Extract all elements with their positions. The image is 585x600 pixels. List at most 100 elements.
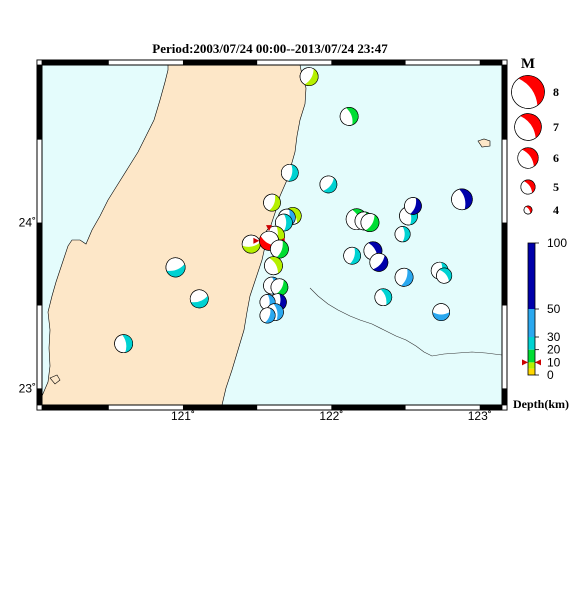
focal-mechanism — [275, 213, 293, 232]
map-panel — [42, 65, 502, 405]
beachball-compression — [525, 205, 533, 214]
frame-segment — [182, 405, 258, 410]
highlight-marker — [253, 237, 260, 244]
colorbar-tick-label: 50 — [547, 302, 561, 316]
x-tick-label: 121˚ — [171, 409, 195, 423]
beachball-rim — [514, 113, 542, 141]
magnitude-legend-label: 8 — [553, 85, 559, 99]
beachball-compression — [122, 334, 133, 353]
y-tick-label: 23˚ — [19, 381, 36, 395]
frame-segment — [42, 60, 109, 65]
beachball-compression — [273, 303, 284, 321]
focal-mechanism — [319, 175, 338, 194]
beachball-rim — [374, 288, 393, 307]
beachball-rim — [165, 257, 186, 278]
beachball-compression — [283, 214, 293, 232]
beachball-rim — [432, 303, 450, 321]
islet-west — [49, 374, 61, 385]
focal-mechanism — [263, 193, 281, 212]
beachball-rim — [339, 107, 359, 126]
focal-mechanism — [270, 278, 289, 297]
colorbar-segment — [528, 309, 535, 337]
x-tick-label: 122˚ — [319, 409, 343, 423]
beachball-rim — [259, 307, 276, 324]
frame-segment — [331, 405, 406, 410]
colorbar-tick-label: 30 — [547, 330, 561, 344]
beachball-compression — [275, 279, 288, 296]
x-tick-label: 123˚ — [468, 409, 492, 423]
beachball-rim — [319, 175, 338, 194]
beachball-compression — [242, 242, 261, 254]
beachball-compression — [268, 256, 283, 274]
beachball-compression — [522, 147, 539, 167]
frame-segment — [37, 222, 42, 306]
magnitude-legend-symbol — [520, 179, 536, 195]
beachball-rim — [523, 205, 533, 215]
beachball-compression — [166, 264, 186, 277]
beachball-compression — [402, 226, 411, 242]
islet-east — [477, 138, 491, 148]
beachball-compression — [365, 214, 380, 232]
colorbar-segment — [528, 337, 535, 350]
magnitude-legend-label: 5 — [553, 180, 559, 194]
focal-mechanism — [394, 226, 411, 243]
beachball-compression — [432, 312, 450, 321]
beachball-compression — [380, 288, 392, 306]
map-title: Period:2003/07/24 00:00--2013/07/24 23:4… — [152, 41, 388, 56]
highlight-marker — [266, 225, 273, 232]
beachball-compression — [276, 240, 289, 259]
focal-mechanism — [343, 246, 361, 265]
beachball-compression — [520, 113, 542, 138]
focal-mechanism — [404, 197, 422, 215]
colorbar-segment — [528, 362, 535, 369]
frame-segment — [37, 388, 42, 405]
beachball-rim — [511, 75, 545, 109]
colorbar-tick-label: 10 — [547, 355, 561, 369]
beachball-rim — [360, 213, 380, 232]
focal-mechanism — [114, 334, 134, 354]
frame-corner — [501, 404, 508, 411]
y-tick-label: 24˚ — [19, 216, 36, 230]
beachball-compression — [523, 179, 536, 193]
depth-marker-right — [535, 359, 541, 366]
frame-corner — [36, 59, 43, 66]
focal-mechanism — [451, 188, 473, 211]
beachball-compression — [349, 247, 361, 265]
beachball-rim — [436, 267, 453, 284]
beachball-rim — [264, 256, 283, 276]
colorbar-segment — [528, 349, 535, 363]
focal-mechanism — [394, 267, 414, 287]
beachball-rim — [263, 193, 281, 212]
beachball-compression — [439, 268, 452, 282]
colorbar-tick-label: 20 — [547, 343, 561, 357]
magnitude-legend-label: 7 — [553, 120, 559, 134]
latitude-ticks: 24˚ 23˚ — [19, 216, 36, 396]
colorbar-tick-label: 0 — [547, 368, 554, 382]
beachball-rim — [451, 188, 473, 211]
focal-mechanism — [299, 67, 319, 86]
map-frame — [36, 59, 508, 411]
beachball-compression — [346, 107, 359, 125]
beachball-rim — [189, 289, 209, 309]
beachball-compression — [322, 177, 337, 193]
frame-segment — [502, 222, 507, 306]
magnitude-legend-symbol — [517, 147, 539, 169]
frame-corner — [501, 59, 508, 66]
beachball-compression — [372, 255, 388, 272]
frame-segment — [502, 388, 507, 405]
beachball-compression — [518, 75, 545, 106]
beachball-rim — [520, 179, 536, 195]
focal-mechanism — [374, 288, 393, 307]
focal-mechanism — [270, 239, 289, 259]
focal-mechanism — [369, 252, 389, 272]
magnitude-legend-label: 4 — [553, 203, 559, 217]
focal-mechanism — [165, 257, 186, 278]
focal-mechanism — [189, 289, 209, 309]
beachball-compression — [410, 197, 422, 215]
focal-mechanism-layer — [114, 67, 473, 354]
beachball-rim — [343, 246, 361, 265]
magnitude-legend-symbol — [514, 113, 542, 141]
beachball-rim — [369, 252, 389, 272]
frame-segment — [37, 65, 42, 140]
colorbar-tick-label: 100 — [547, 236, 567, 250]
